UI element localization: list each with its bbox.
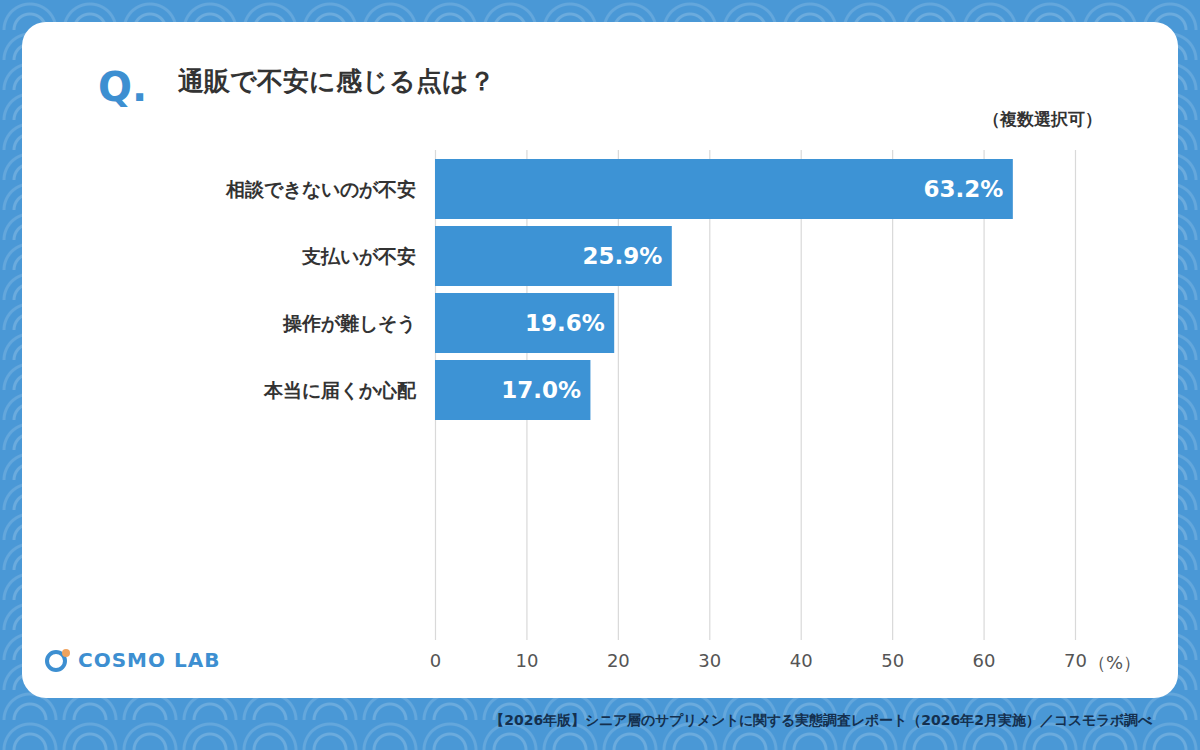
svg-text:相談できないのが不安: 相談できないのが不安 [225,178,416,200]
svg-text:63.2%: 63.2% [924,176,1004,202]
svg-text:60: 60 [973,650,996,671]
svg-text:支払いが不安: 支払いが不安 [301,245,416,267]
svg-text:30: 30 [698,650,721,671]
svg-text:本当に届くか心配: 本当に届くか心配 [263,379,417,401]
html-text:Q.: Q. [98,64,148,110]
svg-text:19.6%: 19.6% [525,310,605,336]
svg-text:70: 70 [1064,650,1087,671]
svg-text:20: 20 [607,650,630,671]
svg-text:50: 50 [881,650,904,671]
svg-text:17.0%: 17.0% [501,377,581,403]
svg-text:40: 40 [790,650,813,671]
html-text:（複数選択可）: （複数選択可） [983,109,1102,129]
html-text:COSMO LAB: COSMO LAB [78,648,221,672]
html-text:通販で不安に感じる点は？: 通販で不安に感じる点は？ [178,66,495,96]
svg-text:25.9%: 25.9% [583,243,663,269]
html-text:【2026年版】シニア層のサプリメントに関する実態調査レポー: 【2026年版】シニア層のサプリメントに関する実態調査レポート（2026年2月実… [490,712,1152,728]
svg-text:操作が難しそう: 操作が難しそう [282,312,416,335]
svg-text:10: 10 [515,650,538,671]
svg-text:0: 0 [430,650,441,671]
